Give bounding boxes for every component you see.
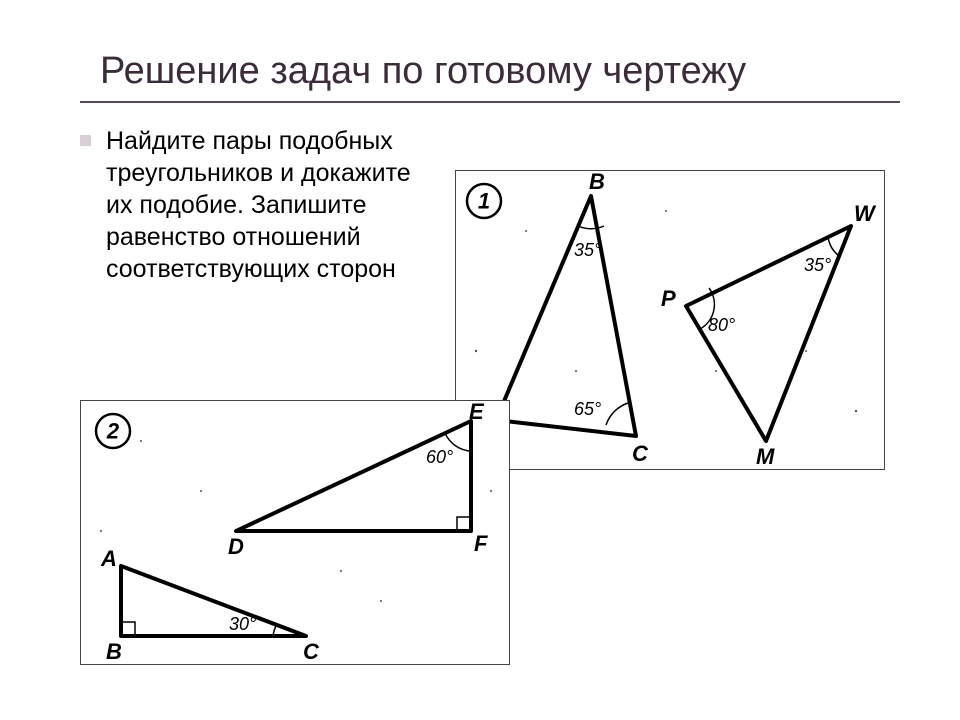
triangle-abc (496, 196, 636, 436)
vertex-p: P (661, 286, 676, 311)
angle-arc-w (828, 237, 839, 256)
vertex-e: E (469, 401, 485, 424)
bullet-square-icon (80, 135, 91, 146)
angle-c-label: 65° (574, 399, 601, 419)
angle-e-label: 60° (426, 447, 453, 467)
angle-arc-c (606, 403, 628, 425)
angle-p-label: 80° (708, 315, 735, 335)
figure-2: 2 60° D E F 30° A B C (80, 400, 510, 665)
triangle-def (236, 421, 471, 531)
vertex-w: W (854, 201, 877, 226)
angle-w-label: 35° (804, 255, 831, 275)
vertex-m: M (756, 444, 775, 469)
triangle-abc-2 (121, 566, 306, 636)
vertex-b: B (589, 171, 605, 194)
vertex-a2: A (100, 546, 117, 571)
vertex-f: F (474, 531, 488, 556)
vertex-c2: C (303, 639, 320, 664)
bullet-text: Найдите пары подобных треугольников и до… (106, 127, 411, 283)
figure-1-svg: 1 35° 65° A B C 80° 35° P M W (456, 171, 886, 471)
vertex-b2: B (106, 639, 122, 664)
figure-1: 1 35° 65° A B C 80° 35° P M W (455, 170, 885, 470)
angle-c2-label: 30° (229, 614, 256, 634)
figure-1-number: 1 (478, 189, 490, 214)
page-title: Решение задач по готовому чертежу (100, 50, 900, 93)
right-angle-b (121, 622, 135, 636)
right-angle-f (457, 517, 471, 531)
angle-arc-b (578, 226, 604, 229)
slide: Решение задач по готовому чертежу Найдит… (0, 0, 960, 720)
figure-2-number: 2 (106, 419, 120, 444)
vertex-d: D (228, 534, 244, 559)
title-rule (80, 101, 900, 103)
angle-b-label: 35° (574, 240, 601, 260)
vertex-c: C (632, 441, 649, 466)
figure-2-svg: 2 60° D E F 30° A B C (81, 401, 511, 666)
